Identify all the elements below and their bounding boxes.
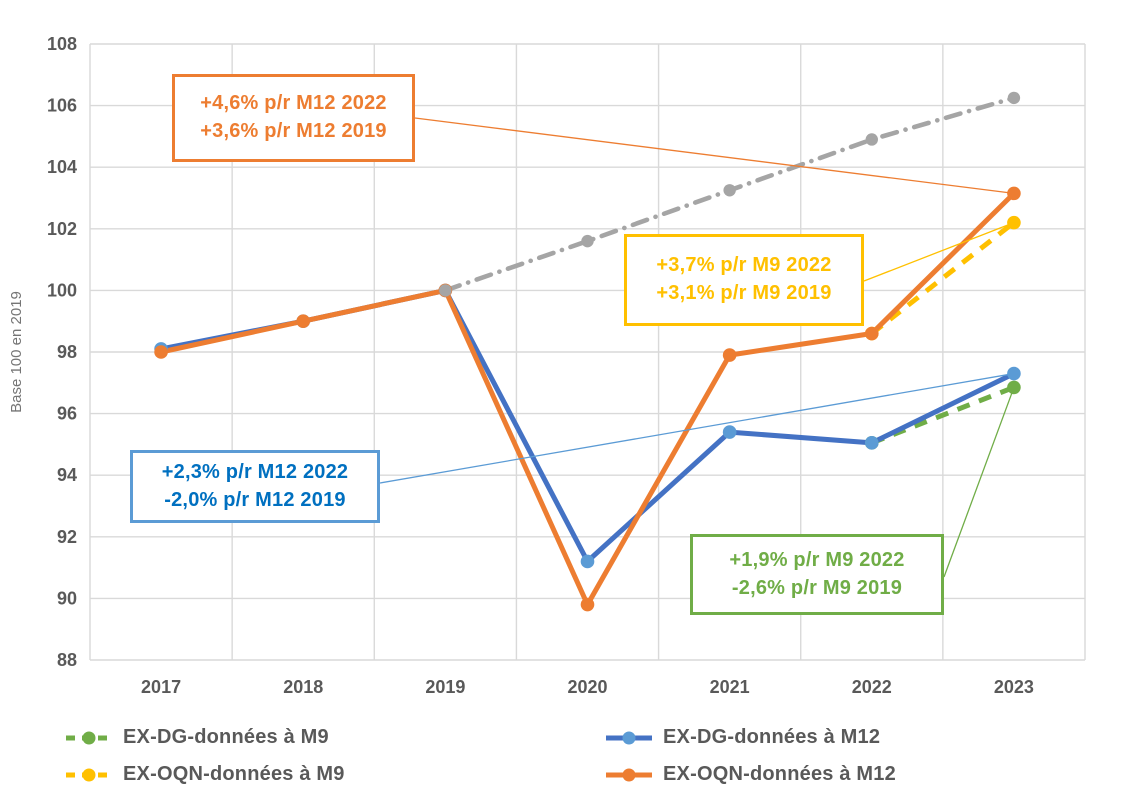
data-point-marker bbox=[1007, 91, 1021, 105]
legend-item-ex-oqn-m9: EX-OQN-données à M9 bbox=[64, 763, 604, 786]
leader-line bbox=[943, 387, 1015, 578]
chart-canvas: 88 90 92 94 96 98 100 102 104 106 108 2017 2018 2019 2… bbox=[8, 34, 1086, 697]
legend-label: EX-DG-données à M9 bbox=[123, 726, 329, 748]
y-tick-label: 102 bbox=[47, 219, 77, 239]
data-point-marker bbox=[439, 284, 452, 297]
data-point-marker bbox=[864, 436, 879, 450]
x-tick-label: 2021 bbox=[710, 677, 750, 697]
x-tick-label: 2019 bbox=[425, 677, 465, 697]
leader-lines bbox=[379, 117, 1015, 578]
x-tick-label: 2022 bbox=[852, 677, 892, 697]
annotation-oqn-m9: +3,7% p/r M9 2022 +3,1% p/r M9 2019 bbox=[624, 234, 864, 326]
leader-line bbox=[863, 222, 1015, 282]
data-points bbox=[154, 91, 1021, 612]
data-point-marker bbox=[723, 184, 736, 197]
y-tick-label: 96 bbox=[57, 404, 77, 424]
legend-label: EX-OQN-données à M9 bbox=[123, 763, 345, 785]
annotation-text-line: +3,6% p/r M12 2019 bbox=[200, 120, 387, 142]
y-tick-label: 108 bbox=[47, 34, 77, 54]
annotation-oqn-m12: +4,6% p/r M12 2022 +3,6% p/r M12 2019 bbox=[172, 74, 415, 162]
data-point-marker bbox=[864, 326, 879, 341]
data-point-marker bbox=[1007, 215, 1021, 230]
series-lines bbox=[158, 95, 1017, 608]
data-point-marker bbox=[865, 133, 878, 146]
data-point-marker bbox=[1007, 380, 1021, 395]
y-tick-label: 92 bbox=[57, 527, 77, 547]
y-tick-label: 88 bbox=[57, 650, 77, 670]
legend-label: EX-DG-données à M12 bbox=[663, 726, 881, 748]
legend-swatch-marker bbox=[82, 731, 96, 744]
annotation-text-line: +3,1% p/r M9 2019 bbox=[656, 282, 832, 304]
data-point-marker bbox=[580, 597, 595, 612]
grid bbox=[89, 43, 1086, 661]
y-tick-label: 98 bbox=[57, 342, 77, 362]
leader-line bbox=[414, 117, 1015, 195]
data-point-marker bbox=[722, 425, 737, 439]
annotation-dg-m12: +2,3% p/r M12 2022 -2,0% p/r M12 2019 bbox=[130, 450, 380, 523]
legend-swatch-line bbox=[606, 731, 652, 744]
legend-swatch-dashed-icon bbox=[64, 767, 114, 783]
y-tick-label: 94 bbox=[57, 465, 77, 485]
legend-item-ex-dg-m12: EX-DG-données à M12 bbox=[604, 726, 1104, 749]
annotation-text-line: +2,3% p/r M12 2022 bbox=[161, 460, 349, 483]
data-point-marker bbox=[296, 314, 311, 329]
data-point-marker bbox=[581, 234, 594, 248]
y-tick-label: 104 bbox=[47, 157, 77, 177]
annotation-text-line: +1,9% p/r M9 2022 bbox=[729, 548, 905, 571]
data-point-marker bbox=[154, 345, 168, 359]
data-point-marker bbox=[1007, 366, 1021, 381]
annotation-text-line: +3,7% p/r M9 2022 bbox=[656, 254, 832, 277]
annotation-dg-m9: +1,9% p/r M9 2022 -2,6% p/r M9 2019 bbox=[690, 534, 944, 615]
leader-line bbox=[379, 372, 1015, 484]
legend-swatch-marker bbox=[622, 731, 636, 744]
y-tick-label: 106 bbox=[47, 96, 77, 116]
legend: EX-DG-données à M9 EX-OQN-données à M9 E… bbox=[64, 719, 1104, 793]
legend-swatch-line bbox=[66, 731, 112, 744]
legend-swatch-marker bbox=[622, 768, 636, 781]
legend-label: EX-OQN-données à M12 bbox=[663, 763, 896, 785]
legend-swatch-line bbox=[606, 768, 652, 781]
x-tick-label: 2018 bbox=[283, 677, 323, 697]
legend-swatch-solid-icon bbox=[604, 767, 654, 783]
series-line bbox=[870, 220, 1016, 336]
axes: 88 90 92 94 96 98 100 102 104 106 108 2017 2018 2019 2… bbox=[8, 34, 1034, 697]
annotation-text-line: -2,0% p/r M12 2019 bbox=[164, 488, 346, 511]
legend-item-ex-dg-m9: EX-DG-données à M9 bbox=[64, 726, 604, 749]
legend-swatch-marker bbox=[82, 768, 96, 781]
data-point-marker bbox=[580, 554, 595, 569]
annotation-text-line: -2,6% p/r M9 2019 bbox=[731, 576, 903, 599]
data-point-marker bbox=[1007, 186, 1021, 201]
y-axis-title: Base 100 en 2019 bbox=[8, 291, 25, 413]
legend-item-ex-oqn-m12: EX-OQN-données à M12 bbox=[604, 763, 1104, 786]
x-tick-label: 2023 bbox=[994, 677, 1034, 697]
legend-swatch-solid-icon bbox=[604, 730, 654, 746]
data-point-marker bbox=[722, 348, 737, 362]
y-tick-label: 100 bbox=[47, 280, 77, 300]
annotation-text-line: +4,6% p/r M12 2022 bbox=[200, 92, 387, 115]
legend-swatch-line bbox=[66, 768, 112, 781]
x-tick-label: 2020 bbox=[567, 677, 607, 697]
y-tick-label: 90 bbox=[57, 588, 77, 608]
x-tick-label: 2017 bbox=[141, 677, 181, 697]
legend-swatch-dashed-icon bbox=[64, 730, 114, 746]
